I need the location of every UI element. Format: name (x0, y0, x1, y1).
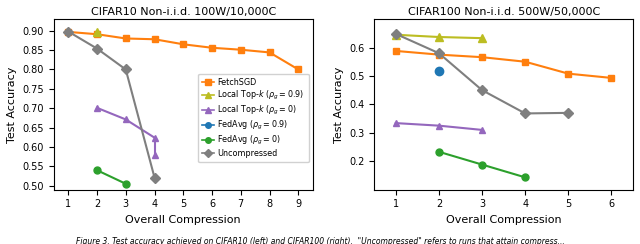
Title: CIFAR100 Non-i.i.d. 500W/50,000C: CIFAR100 Non-i.i.d. 500W/50,000C (408, 7, 600, 17)
Text: Figure 3. Test accuracy achieved on CIFAR10 (left) and CIFAR100 (right).  "Uncom: Figure 3. Test accuracy achieved on CIFA… (76, 237, 564, 244)
Y-axis label: Test Accuracy: Test Accuracy (333, 66, 344, 142)
Legend: FetchSGD, Local Top-$k$ ($\rho_g = 0.9$), Local Top-$k$ ($\rho_g = 0$), FedAvg (: FetchSGD, Local Top-$k$ ($\rho_g = 0.9$)… (198, 74, 308, 162)
X-axis label: Overall Compression: Overall Compression (446, 215, 561, 225)
Title: CIFAR10 Non-i.i.d. 100W/10,000C: CIFAR10 Non-i.i.d. 100W/10,000C (91, 7, 276, 17)
X-axis label: Overall Compression: Overall Compression (125, 215, 241, 225)
Y-axis label: Test Accuracy: Test Accuracy (7, 66, 17, 142)
